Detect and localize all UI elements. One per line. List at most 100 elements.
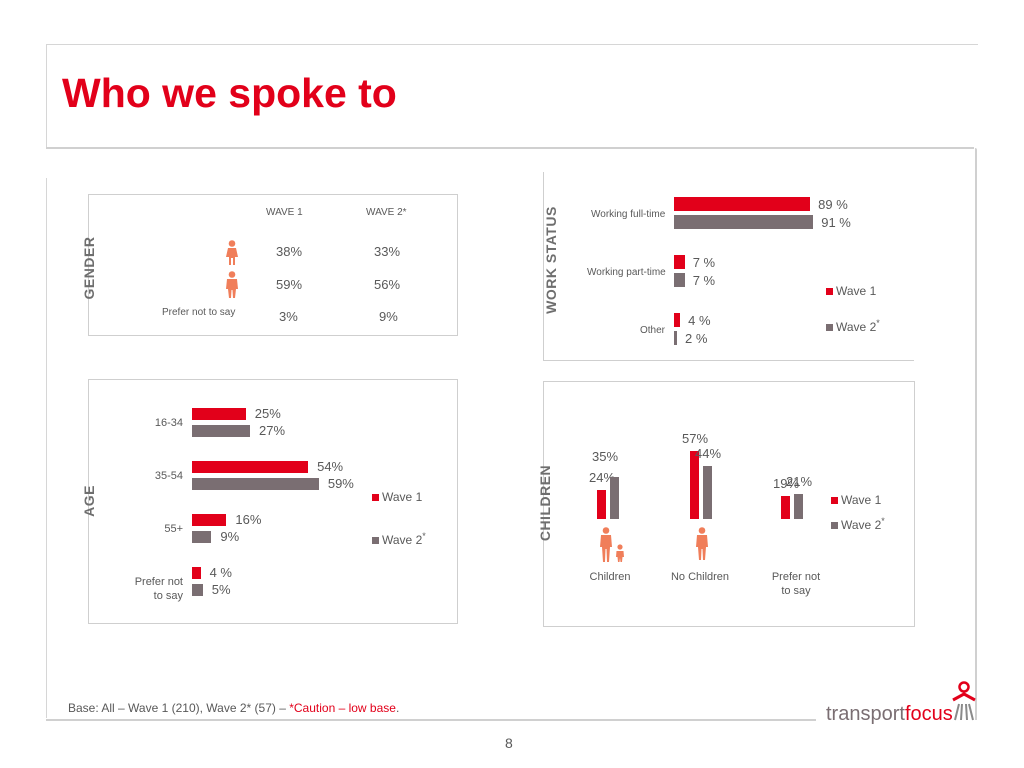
- children-bar-1-1: [690, 450, 699, 519]
- age-value-label: 16%: [235, 512, 262, 527]
- work-bar-1-0: [674, 197, 811, 211]
- frame-line: [46, 44, 978, 45]
- gender-col-wave2: WAVE 2*: [366, 207, 407, 218]
- children-panel: [543, 381, 915, 627]
- work-cat-parttime: Working part-time: [587, 267, 666, 278]
- children-bar-2-0: [610, 477, 619, 519]
- children-value-label: 19%: [773, 476, 800, 492]
- legend-swatch-wave2: [372, 537, 379, 544]
- age-bar-2-3: [192, 584, 203, 596]
- legend-swatch-wave1: [831, 497, 838, 504]
- work-bar-2-2: [674, 331, 678, 345]
- frame-line: [46, 44, 47, 148]
- age-value-label: 27%: [259, 423, 286, 438]
- transportfocus-logo: transportfocus: [826, 703, 953, 726]
- age-value-label: 9%: [220, 529, 240, 544]
- base-period: .: [395, 701, 400, 715]
- children-bar-1-0: [597, 490, 606, 519]
- frame-line: [975, 148, 977, 720]
- age-value-label: 59%: [327, 476, 354, 491]
- work-value-label: 7 %: [692, 273, 716, 288]
- children-bar-2-2: [794, 493, 803, 519]
- age-value-label: 5%: [211, 582, 231, 597]
- work-value-label: 2 %: [685, 331, 708, 346]
- work-value-label: 91 %: [821, 215, 851, 230]
- legend-label: Wave 2: [836, 320, 877, 334]
- female-person-icon: [226, 240, 238, 265]
- legend-asterisk: *: [881, 516, 885, 526]
- legend-label: Wave 1: [841, 493, 882, 507]
- work-status-axis-label: WORK STATUS: [543, 206, 559, 314]
- work-legend-wave1: Wave 1: [826, 284, 876, 298]
- children-category-label: No Children: [670, 571, 730, 583]
- work-cat-fulltime: Working full-time: [591, 209, 666, 220]
- legend-swatch-wave2: [826, 324, 833, 331]
- legend-swatch-wave1: [826, 288, 833, 295]
- gender-prefer-wave1: 3%: [279, 309, 298, 324]
- gender-female-wave1: 38%: [276, 244, 303, 259]
- work-bar-1-2: [674, 313, 681, 327]
- work-bar-2-0: [674, 215, 814, 229]
- work-cat-other: Other: [640, 325, 666, 336]
- age-bar-1-2: [192, 514, 227, 526]
- gender-female-wave2: 33%: [374, 244, 401, 259]
- male-person-icon: [226, 271, 238, 298]
- gender-male-wave1: 59%: [276, 277, 303, 292]
- gender-male-wave2: 56%: [374, 277, 401, 292]
- work-value-label: 4 %: [688, 313, 711, 328]
- work-bar-2-1: [674, 273, 685, 287]
- children-value-label: 57%: [682, 430, 709, 446]
- age-panel: [88, 379, 458, 624]
- age-bar-2-2: [192, 531, 212, 543]
- children-category-label: to say: [781, 585, 811, 597]
- legend-swatch-wave2: [831, 522, 838, 529]
- children-legend-wave2: Wave 2*: [831, 516, 885, 532]
- gender-axis-label: GENDER: [81, 236, 97, 300]
- legend-label: Wave 2: [382, 533, 423, 547]
- children-value-label: 21%: [786, 473, 813, 489]
- age-legend-wave2: Wave 2*: [372, 531, 426, 547]
- children-category-label: Children: [589, 571, 631, 583]
- work-legend-wave2: Wave 2*: [826, 318, 880, 334]
- children-value-label: 44%: [695, 446, 722, 462]
- legend-label: Wave 2: [841, 518, 882, 532]
- base-text: Base: All – Wave 1 (210), Wave 2* (57) –: [68, 701, 290, 715]
- age-bar-1-0: [192, 408, 246, 420]
- adult-person-icon: [696, 527, 708, 560]
- age-category-label: 55+: [164, 523, 183, 535]
- logo-text-transport: transport: [826, 703, 905, 725]
- work-value-label: 7 %: [692, 255, 716, 270]
- children-bar-2-1: [703, 466, 712, 519]
- logo-text-focus: focus: [904, 703, 953, 725]
- frame-line: [46, 147, 974, 149]
- age-legend-wave1: Wave 1: [372, 490, 422, 504]
- gender-prefer-wave2: 9%: [379, 309, 398, 324]
- age-bar-2-0: [192, 425, 251, 437]
- age-bar-2-1: [192, 478, 319, 490]
- age-category-label: 35-54: [154, 470, 183, 482]
- gender-prefer-label: Prefer not to say: [162, 307, 236, 318]
- work-bar-1-1: [674, 255, 685, 269]
- legend-asterisk: *: [422, 531, 426, 541]
- age-value-label: 4 %: [209, 565, 232, 580]
- children-value-label: 35%: [592, 449, 619, 464]
- children-value-label: 24%: [589, 470, 616, 486]
- page-number: 8: [505, 735, 513, 751]
- work-value-label: 89 %: [818, 197, 848, 212]
- transportfocus-logo-icon: [952, 681, 976, 721]
- children-category-label: Prefer not: [771, 571, 821, 583]
- legend-swatch-wave1: [372, 494, 379, 501]
- age-category-label: to say: [153, 590, 183, 602]
- legend-label: Wave 1: [382, 490, 423, 504]
- age-axis-label: AGE: [81, 485, 97, 517]
- children-legend-wave1: Wave 1: [831, 493, 881, 507]
- children-axis-label: CHILDREN: [537, 464, 553, 542]
- parent-child-icon: [600, 527, 624, 562]
- age-category-label: Prefer not: [134, 576, 183, 588]
- age-bar-1-3: [192, 567, 201, 579]
- age-category-label: 16-34: [154, 417, 183, 429]
- age-value-label: 25%: [254, 406, 281, 421]
- legend-label: Wave 1: [836, 284, 877, 298]
- gender-panel: [88, 194, 458, 336]
- frame-line: [46, 719, 816, 721]
